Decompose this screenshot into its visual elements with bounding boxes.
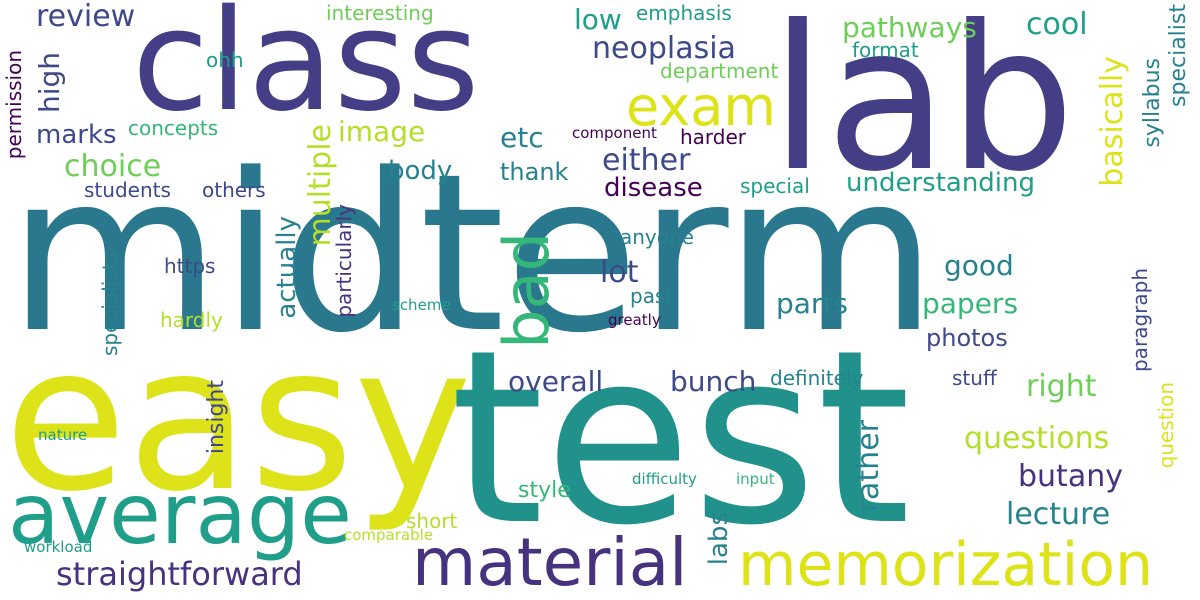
word-comparable: comparable: [344, 526, 434, 544]
word-interesting: interesting: [326, 1, 434, 25]
word-cool: cool: [1026, 7, 1088, 42]
word-style: style: [518, 478, 571, 503]
word-questions: questions: [964, 421, 1110, 456]
word-insight: insight: [204, 380, 229, 455]
word-input: input: [736, 470, 775, 488]
word-straightforward: straightforward: [56, 555, 303, 593]
word-memorization: memorization: [738, 530, 1154, 600]
word-paragraph: paragraph: [1128, 268, 1152, 372]
word-papers: papers: [922, 287, 1019, 320]
word-basically: basically: [1095, 56, 1130, 187]
word-understanding: understanding: [846, 168, 1036, 198]
word-past: past: [630, 284, 674, 308]
word-specialists: specialists: [98, 252, 122, 357]
word-butany: butany: [1018, 459, 1123, 494]
word-bunch: bunch: [670, 365, 757, 398]
word-low: low: [574, 3, 622, 36]
word-disease: disease: [604, 173, 703, 203]
word-right: right: [1026, 369, 1097, 404]
word-choice: choice: [64, 149, 162, 184]
word-either: either: [602, 143, 691, 178]
word-nature: nature: [38, 426, 88, 444]
word-exam: exam: [626, 75, 776, 138]
word-concepts: concepts: [128, 116, 219, 140]
word-greatly: greatly: [608, 311, 661, 329]
word-format: format: [852, 38, 919, 62]
word-harder: harder: [680, 125, 747, 149]
word-question: question: [1154, 382, 1178, 469]
word-short: short: [406, 509, 458, 533]
word-neoplasia: neoplasia: [592, 31, 736, 66]
word-lecture: lecture: [1006, 497, 1111, 532]
word-lab: lab: [770, 0, 1076, 216]
word-marks: marks: [36, 120, 117, 150]
word-photos: photos: [926, 324, 1008, 352]
word-class: class: [132, 0, 480, 143]
word-component: component: [572, 124, 657, 142]
word-stuff: stuff: [952, 366, 997, 390]
word-difficulty: difficulty: [632, 470, 697, 488]
word-image: image: [338, 115, 426, 148]
word-midterm: midterm: [8, 128, 938, 381]
word-easy: easy: [4, 303, 473, 536]
word-body: body: [388, 156, 453, 186]
word-thank: thank: [500, 158, 569, 186]
word-others: others: [202, 178, 266, 202]
word-permission: permission: [2, 50, 26, 160]
word-syllabus: syllabus: [1140, 58, 1165, 148]
word-lot: lot: [600, 255, 639, 290]
word-actually: actually: [272, 216, 302, 319]
word-department: department: [660, 59, 779, 83]
word-scheme: scheme: [392, 296, 451, 314]
word-overall: overall: [508, 365, 604, 398]
word-students: students: [84, 178, 171, 202]
word-anyone: anyone: [620, 225, 694, 249]
word-average: average: [8, 465, 352, 563]
word-https: https: [164, 254, 216, 278]
word-special: special: [740, 174, 810, 198]
word-labs: labs: [704, 512, 734, 566]
word-review: review: [36, 0, 136, 34]
word-rather: rather: [851, 420, 886, 513]
word-emphasis: emphasis: [636, 1, 732, 25]
word-hardly: hardly: [160, 308, 223, 332]
word-test: test: [450, 298, 911, 578]
word-definitely: definitely: [770, 366, 864, 390]
word-material: material: [412, 524, 688, 600]
word-parts: parts: [776, 287, 849, 320]
word-particularly: particularly: [332, 204, 356, 318]
word-workload: workload: [24, 538, 93, 556]
word-good: good: [944, 249, 1014, 282]
word-pathways: pathways: [842, 11, 977, 44]
word-specialist: specialist: [1166, 4, 1191, 107]
word-etc: etc: [500, 121, 544, 154]
word-bad: bad: [490, 232, 563, 349]
word-ohh: ohh: [206, 48, 244, 72]
word-high: high: [33, 52, 66, 114]
